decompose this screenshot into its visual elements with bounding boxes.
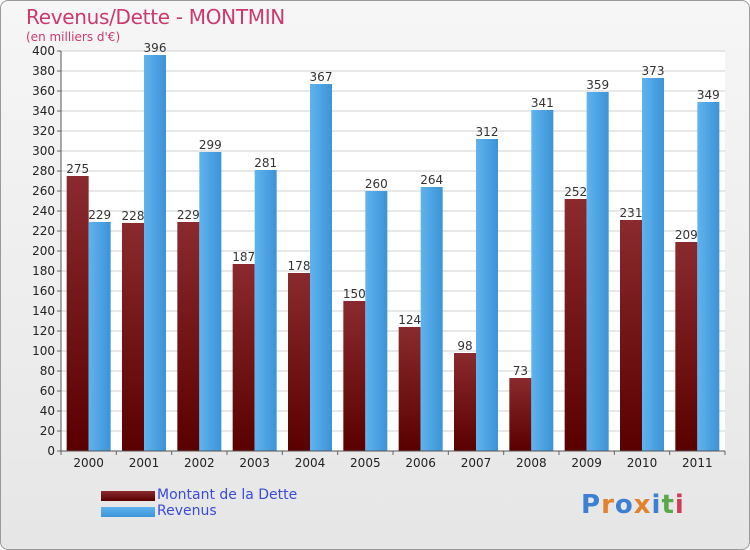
- bar-dette-2004: [288, 273, 310, 451]
- y-tick-label: 340: [32, 104, 55, 118]
- bar-revenus-2001: [144, 55, 166, 451]
- bar-dette-2007: [454, 353, 476, 451]
- x-tick-label: 2009: [571, 456, 602, 470]
- bar-revenus-2003: [254, 170, 277, 451]
- y-tick-label: 360: [32, 84, 55, 98]
- bar-dette-2010: [620, 220, 642, 451]
- x-tick-label: 2008: [516, 456, 547, 470]
- data-label-revenus: 359: [586, 78, 609, 92]
- data-label-dette: 187: [232, 250, 255, 264]
- bar-revenus-2011: [697, 102, 720, 451]
- data-label-revenus: 229: [88, 208, 111, 222]
- y-tick-label: 0: [47, 444, 55, 458]
- y-tick-label: 160: [32, 284, 55, 298]
- data-label-revenus: 367: [310, 70, 333, 84]
- bar-revenus-2005: [365, 191, 388, 451]
- legend-swatch-revenus: [101, 507, 155, 517]
- bar-dette-2009: [564, 199, 587, 451]
- chart-subtitle: (en milliers d'€): [26, 30, 121, 44]
- bar-revenus-2007: [476, 139, 498, 451]
- y-tick-label: 300: [32, 144, 55, 158]
- x-tick-label: 2004: [295, 456, 326, 470]
- bar-dette-2000: [66, 176, 89, 451]
- bar-dette-2005: [343, 301, 366, 451]
- x-tick-label: 2007: [461, 456, 492, 470]
- chart-title: Revenus/Dette - MONTMIN: [26, 5, 285, 29]
- data-label-dette: 178: [288, 259, 311, 273]
- data-label-revenus: 341: [531, 96, 554, 110]
- data-label-dette: 231: [620, 206, 643, 220]
- x-tick-label: 2006: [405, 456, 436, 470]
- y-tick-label: 260: [32, 184, 55, 198]
- data-label-dette: 252: [564, 185, 587, 199]
- y-tick-label: 320: [32, 124, 55, 138]
- y-tick-label: 180: [32, 264, 55, 278]
- bar-revenus-2009: [586, 92, 609, 451]
- bar-revenus-2000: [88, 222, 111, 451]
- legend-label-revenus: Revenus: [157, 503, 217, 519]
- data-label-revenus: 349: [697, 88, 720, 102]
- y-tick-label: 140: [32, 304, 55, 318]
- bar-dette-2011: [675, 242, 698, 451]
- data-label-revenus: 264: [420, 173, 443, 187]
- data-label-revenus: 396: [144, 41, 167, 55]
- data-label-revenus: 312: [476, 125, 499, 139]
- data-label-revenus: 299: [199, 138, 222, 152]
- x-tick-label: 2000: [73, 456, 104, 470]
- bar-dette-2003: [232, 264, 255, 451]
- bar-revenus-2010: [642, 78, 664, 451]
- x-tick-label: 2003: [239, 456, 270, 470]
- data-label-dette: 209: [675, 228, 698, 242]
- bar-dette-2001: [122, 223, 144, 451]
- data-label-dette: 73: [513, 364, 528, 378]
- legend-swatch-dette: [101, 491, 155, 501]
- y-tick-label: 400: [32, 44, 55, 58]
- data-label-dette: 228: [122, 209, 145, 223]
- x-tick-label: 2001: [129, 456, 160, 470]
- data-label-dette: 150: [343, 287, 366, 301]
- bar-revenus-2002: [199, 152, 222, 451]
- y-tick-label: 60: [40, 384, 55, 398]
- bar-dette-2008: [509, 378, 532, 451]
- y-tick-label: 220: [32, 224, 55, 238]
- legend-label-dette: Montant de la Dette: [157, 487, 298, 503]
- bar-revenus-2004: [310, 84, 332, 451]
- y-tick-label: 200: [32, 244, 55, 258]
- proxiti-logo: Proxiti: [581, 490, 685, 520]
- bar-revenus-2008: [531, 110, 554, 451]
- data-label-dette: 229: [177, 208, 200, 222]
- data-label-dette: 98: [457, 339, 472, 353]
- x-tick-label: 2010: [627, 456, 658, 470]
- y-tick-label: 20: [40, 424, 55, 438]
- y-tick-label: 100: [32, 344, 55, 358]
- x-tick-label: 2011: [682, 456, 713, 470]
- x-tick-label: 2005: [350, 456, 381, 470]
- data-label-revenus: 373: [642, 64, 665, 78]
- data-label-revenus: 260: [365, 177, 388, 191]
- x-tick-label: 2002: [184, 456, 215, 470]
- y-tick-label: 380: [32, 64, 55, 78]
- bar-dette-2002: [177, 222, 200, 451]
- bar-revenus-2006: [420, 187, 443, 451]
- bar-dette-2006: [398, 327, 421, 451]
- y-tick-label: 280: [32, 164, 55, 178]
- y-tick-label: 40: [40, 404, 55, 418]
- data-label-revenus: 281: [254, 156, 277, 170]
- y-tick-label: 240: [32, 204, 55, 218]
- data-label-dette: 124: [398, 313, 421, 327]
- data-label-dette: 275: [66, 162, 89, 176]
- y-tick-label: 80: [40, 364, 55, 378]
- y-tick-label: 120: [32, 324, 55, 338]
